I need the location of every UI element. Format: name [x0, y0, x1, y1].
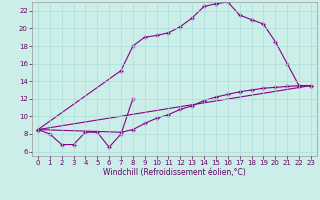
X-axis label: Windchill (Refroidissement éolien,°C): Windchill (Refroidissement éolien,°C)	[103, 168, 246, 177]
